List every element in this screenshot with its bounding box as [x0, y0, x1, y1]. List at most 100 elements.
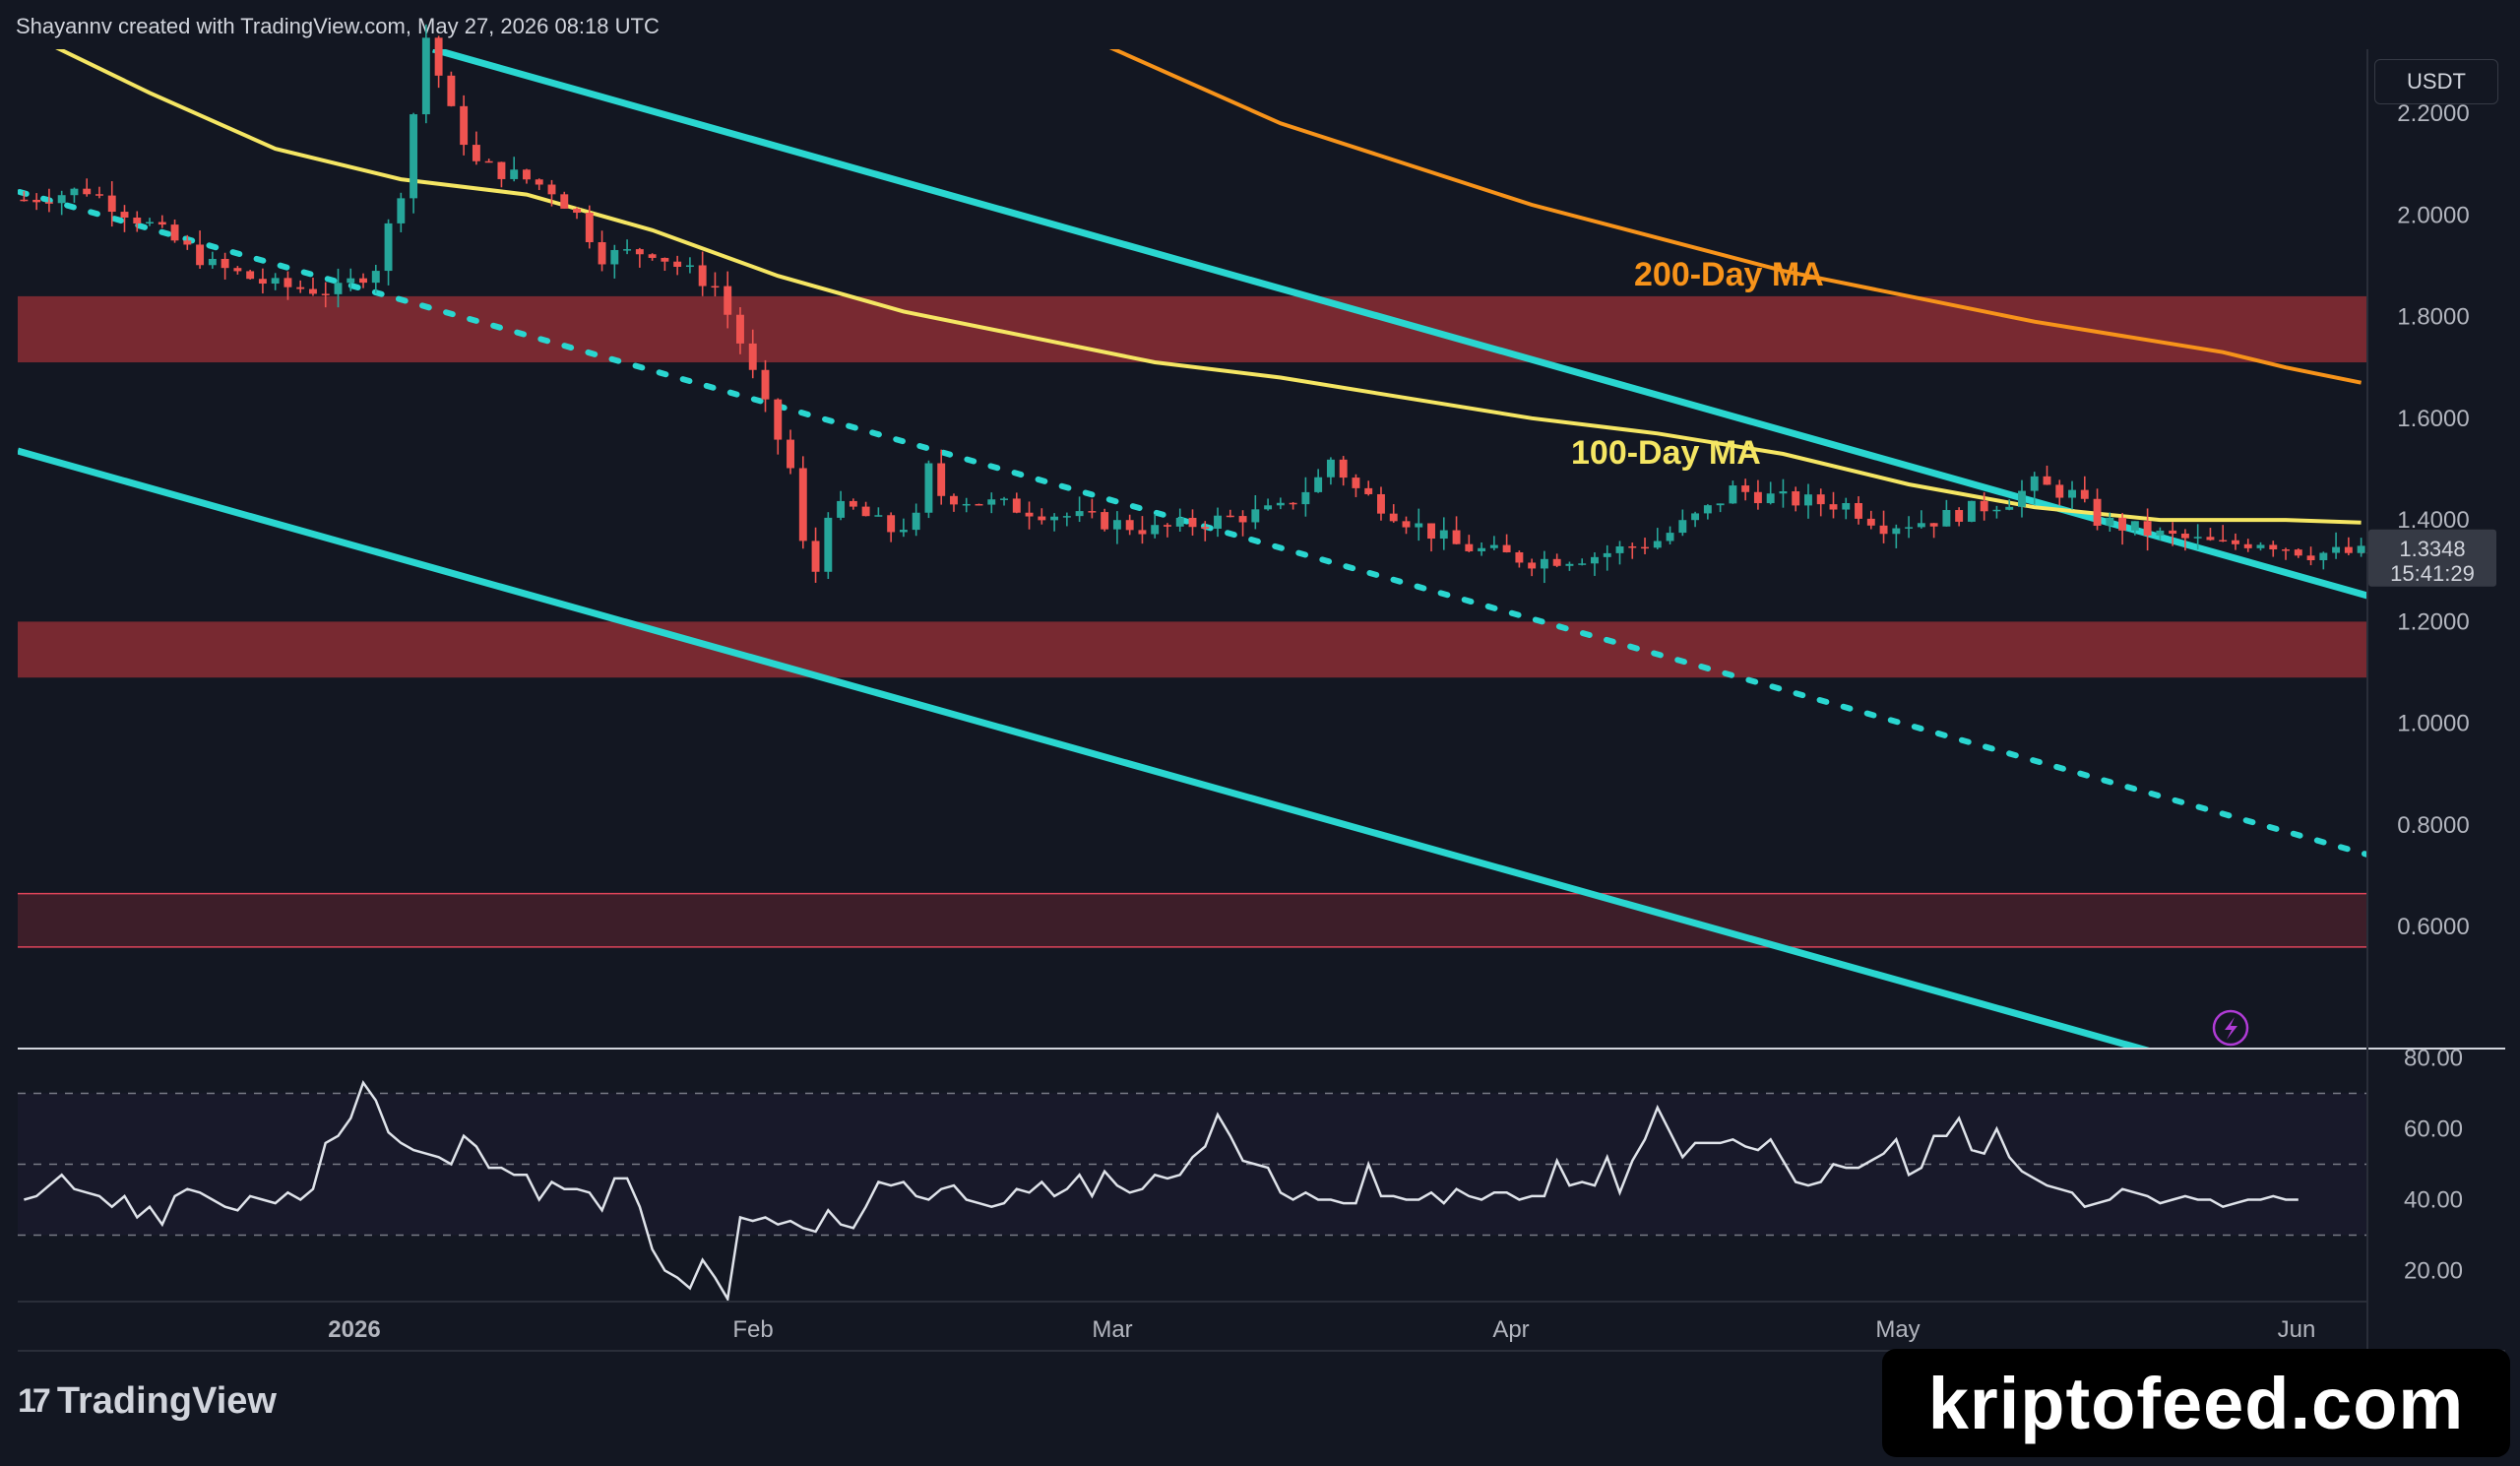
candle [1251, 495, 1260, 530]
candle [610, 244, 619, 279]
candle-body [170, 224, 179, 241]
candle [2294, 548, 2302, 558]
candle-body [1439, 530, 1448, 540]
candle [1779, 478, 1788, 508]
candle-body [1352, 478, 1360, 488]
candle [472, 131, 480, 165]
candle [698, 251, 707, 296]
candles [20, 24, 2365, 584]
candle [2005, 499, 2014, 511]
candle-body [2243, 543, 2252, 548]
candle-body [2093, 498, 2102, 526]
candle [2143, 508, 2152, 551]
candle-body [1653, 541, 1662, 548]
candle-body [2169, 530, 2177, 534]
candle-body [44, 202, 53, 204]
candle [57, 190, 66, 216]
candle-body [2193, 537, 2202, 539]
candle [861, 501, 870, 517]
candle-body [1000, 498, 1008, 500]
candle [2243, 539, 2252, 552]
candle [1892, 524, 1901, 548]
candle [1729, 480, 1737, 504]
candle [421, 24, 430, 124]
candle-body [1301, 491, 1310, 505]
candle [1905, 516, 1914, 539]
candle-body [924, 463, 933, 513]
candle [2256, 542, 2265, 551]
candle-body [711, 286, 720, 288]
candle [510, 157, 519, 182]
candle [2093, 488, 2102, 531]
zone-1 [18, 295, 2367, 363]
candle-body [1151, 525, 1160, 535]
candle [1942, 499, 1951, 527]
ma100-line [55, 49, 2362, 525]
candle-body [861, 506, 870, 517]
candle-body [874, 515, 883, 517]
rsi-panel: 80.00 60.00 40.00 20.00 [18, 1046, 2505, 1303]
ma200-label: 200-Day MA [1634, 256, 1824, 293]
candle [560, 191, 569, 209]
candle [1175, 508, 1184, 533]
candle [1151, 514, 1160, 539]
candle-body [2282, 549, 2290, 551]
candle [1062, 512, 1071, 527]
candle [962, 497, 971, 513]
candle [70, 187, 79, 203]
candle [535, 178, 543, 191]
candle-body [460, 105, 469, 146]
candle-body [635, 249, 644, 255]
candle [2055, 479, 2064, 506]
candle [837, 490, 846, 521]
candle [1615, 541, 1624, 565]
candle [397, 192, 406, 232]
candle-body [1226, 515, 1234, 518]
watermark-text: kriptofeed.com [1927, 1362, 2465, 1444]
candle-body [120, 212, 129, 219]
candle [133, 211, 142, 232]
candle [899, 518, 908, 538]
candle [1528, 558, 1537, 577]
candle-body [1289, 502, 1297, 505]
candle [410, 112, 418, 214]
tradingview-mark-icon: 17 [18, 1382, 51, 1420]
candle [2219, 525, 2228, 542]
candle [724, 271, 732, 329]
currency-selector[interactable]: USDT [2374, 59, 2498, 104]
candle-body [1628, 545, 1637, 548]
candle-body [787, 439, 794, 469]
candle-body [397, 198, 406, 223]
candle-body [1942, 510, 1951, 527]
candle [460, 95, 469, 156]
candle-body [233, 268, 242, 272]
last-price-value: 1.3348 [2399, 537, 2465, 561]
candle [950, 493, 958, 512]
candle [371, 264, 380, 293]
candle-body [1792, 491, 1800, 506]
candle-body [698, 265, 707, 287]
candle-body [648, 254, 657, 258]
candle [220, 252, 229, 280]
candle-body [937, 463, 946, 496]
channel-lower-line [18, 447, 2152, 1049]
candle-body [1829, 504, 1838, 510]
candle-body [83, 188, 92, 195]
candle [107, 181, 116, 227]
candle [1540, 550, 1548, 584]
candle-body [497, 161, 506, 179]
rsi-line [24, 1080, 2299, 1303]
candle-body [1816, 494, 1825, 505]
price-tick-label: 1.6000 [2397, 406, 2469, 432]
candle [1214, 507, 1222, 538]
price-tick-label: 1.0000 [2397, 711, 2469, 737]
candle [2344, 537, 2353, 556]
candle [648, 253, 657, 261]
candle [120, 205, 129, 232]
candle [146, 218, 154, 226]
candle-body [2005, 506, 2014, 510]
candle [874, 507, 883, 517]
lightning-icon[interactable] [2212, 1009, 2249, 1047]
candle [1201, 521, 1210, 542]
